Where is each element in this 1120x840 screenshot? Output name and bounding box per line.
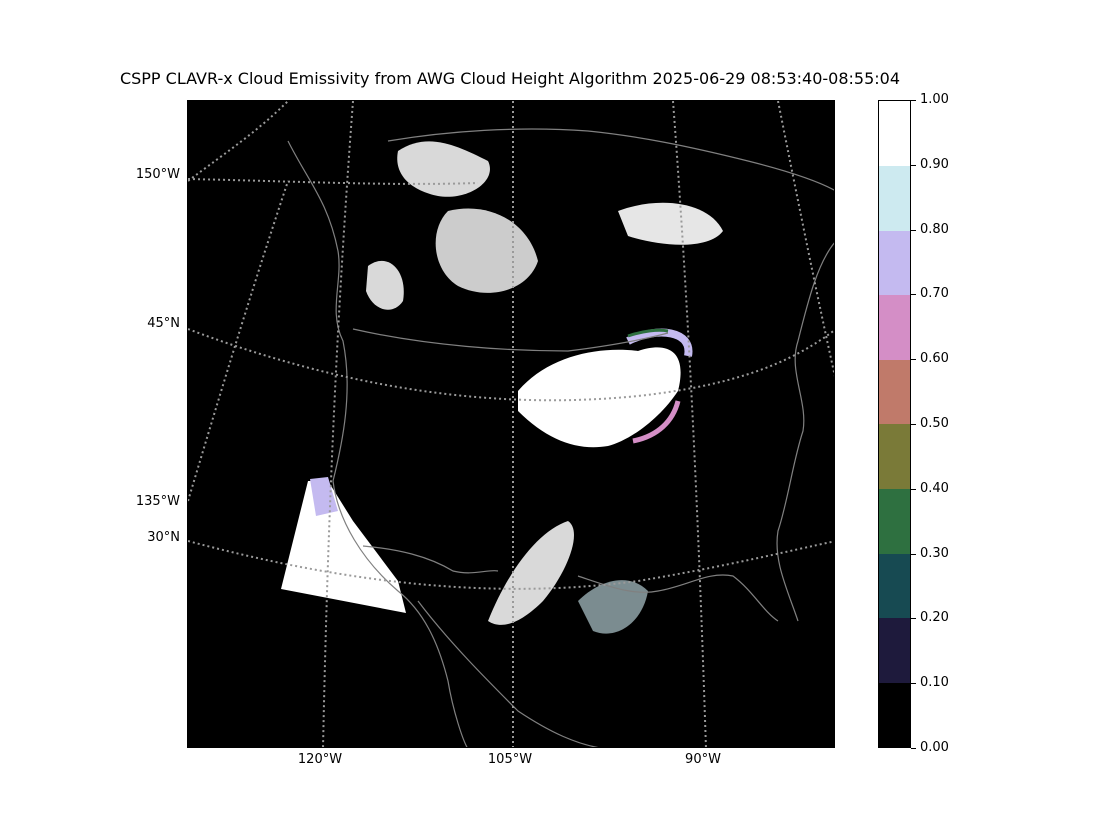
colorbar-tick-label: 0.30 [920, 546, 949, 561]
colorbar-segment [879, 101, 910, 166]
colorbar-tick [911, 489, 916, 490]
coastline-mexico [417, 600, 599, 747]
label-150w: 150°W [135, 167, 180, 182]
colorbar-tick-label: 0.20 [920, 610, 949, 625]
colorbar-segment [879, 230, 910, 296]
colorbar-segment [879, 488, 910, 554]
colorbar-tick-label: 0.40 [920, 481, 949, 496]
cloud-west-edge [366, 260, 404, 310]
colorbar-tick [911, 554, 916, 555]
colorbar-tick-label: 0.60 [920, 351, 949, 366]
colorbar [878, 100, 911, 748]
label-45n: 45°N [147, 316, 180, 331]
label-90w: 90°W [685, 752, 721, 767]
border-us-mexico [362, 545, 499, 574]
cloud-band-gulf [488, 521, 574, 625]
colorbar-segment [879, 294, 910, 360]
colorbar-tick [911, 683, 916, 684]
colorbar-tick-label: 0.00 [920, 740, 949, 755]
meridian-90w [672, 101, 707, 747]
colorbar-tick [911, 748, 916, 749]
colorbar-tick [911, 230, 916, 231]
graticule [188, 101, 834, 747]
label-135w: 135°W [135, 494, 180, 509]
coastline-gulf [577, 574, 779, 622]
colorbar-tick-label: 0.50 [920, 416, 949, 431]
label-105w: 105°W [487, 752, 533, 767]
meridian-150w [188, 101, 289, 182]
cloud-edge-green [627, 328, 669, 338]
cloud-edge-purple [626, 328, 693, 357]
parallel-45n [188, 328, 834, 402]
cloud-band-south [578, 580, 648, 634]
chart-title: CSPP CLAVR-x Cloud Emissivity from AWG C… [119, 69, 901, 88]
colorbar-tick-label: 0.80 [920, 222, 949, 237]
border-us-canada [352, 328, 669, 352]
colorbar-tick [911, 359, 916, 360]
colorbar-tick-label: 1.00 [920, 92, 949, 107]
label-30n: 30°N [147, 530, 180, 545]
coastline-east [776, 242, 834, 622]
cloud-pacific-block [281, 481, 406, 613]
colorbar-tick [911, 424, 916, 425]
colorbar-segment [879, 553, 910, 619]
coastline-north [387, 128, 834, 191]
cloud-mass-great-lakes [518, 347, 681, 448]
coastline-west [287, 140, 468, 747]
cloud-northwest [397, 141, 490, 197]
meridian-75w [777, 101, 834, 377]
colorbar-tick [911, 618, 916, 619]
label-120w: 120°W [297, 752, 343, 767]
colorbar-segment [879, 424, 910, 489]
map-canvas [188, 101, 834, 747]
colorbar-tick-label: 0.10 [920, 675, 949, 690]
colorbar-tick [911, 100, 916, 101]
colorbar-tick-label: 0.90 [920, 157, 949, 172]
colorbar-segment [879, 359, 910, 425]
colorbar-tick [911, 165, 916, 166]
meridian-135w [188, 180, 289, 502]
colorbar-segment [879, 682, 910, 748]
meridian-120w [322, 101, 354, 747]
map-panel[interactable] [187, 100, 835, 748]
cloud-northeast [618, 202, 723, 245]
colorbar-segment [879, 165, 910, 231]
colorbar-tick-label: 0.70 [920, 286, 949, 301]
colorbar-segment [879, 617, 910, 683]
cloud-edge-pink [632, 400, 681, 444]
colorbar-tick [911, 294, 916, 295]
